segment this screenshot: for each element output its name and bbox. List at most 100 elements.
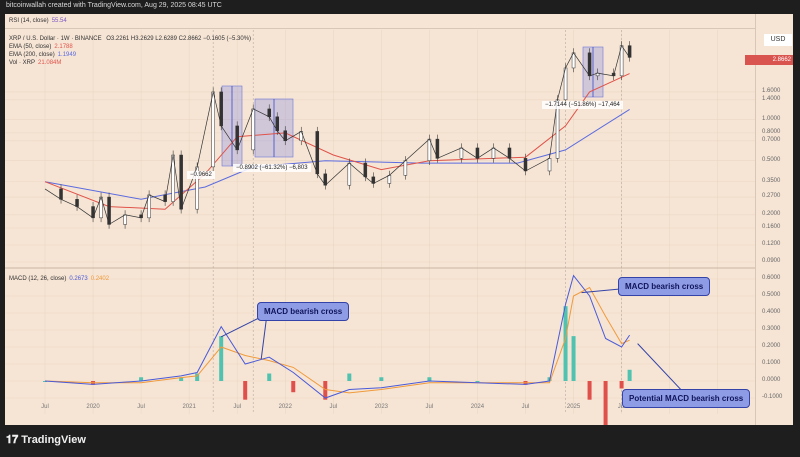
price-line xyxy=(44,44,630,225)
candle xyxy=(347,162,352,186)
x-tick-label: Jul xyxy=(137,404,145,410)
macd-histogram-bar xyxy=(587,381,592,400)
macd-tick-label: 0.3000 xyxy=(762,326,781,332)
macd-histogram-bar xyxy=(267,373,272,381)
ema50-legend: EMA (50, close) 2.1788 xyxy=(9,44,73,50)
ohlc-values: O3.2261 H3.2629 L2.6289 C2.8662 −0.1605 … xyxy=(106,36,252,42)
price-tick-label: 1.6000 xyxy=(762,87,781,94)
x-tick-label: Jul xyxy=(41,404,49,410)
x-tick-label: Jul xyxy=(521,404,530,410)
measure-label-1: −0.9662 xyxy=(187,171,215,179)
candle xyxy=(523,158,528,172)
macd-histogram-bar xyxy=(243,381,248,400)
price-tick-label: 0.2700 xyxy=(762,193,781,200)
x-tick-label: Jul xyxy=(233,404,242,410)
x-tick-label: 2024 xyxy=(470,404,485,410)
macd-tick-label: 0.5000 xyxy=(762,292,781,298)
macd-histogram-bar xyxy=(139,377,144,381)
macd-histogram-bar xyxy=(563,306,568,381)
chart-credit: bitcoinwallah created with TradingView.c… xyxy=(6,2,222,9)
price-tick-label: 0.3500 xyxy=(762,177,781,184)
x-tick-label: 2020 xyxy=(86,404,100,410)
callout-pointer xyxy=(637,343,686,395)
currency-button[interactable]: USD xyxy=(764,34,792,46)
ema200-label: EMA (200, close) xyxy=(9,52,55,58)
macd-histogram-bar xyxy=(179,377,184,381)
ema50-value: 2.1788 xyxy=(54,44,73,50)
candle xyxy=(475,147,480,159)
measure-label-2: −0.8902 (−61.32%) −6,803 xyxy=(233,164,311,172)
macd-tick-label: 0.4000 xyxy=(762,309,781,315)
x-tick-label: Jul xyxy=(329,404,338,410)
price-tick-label: 0.2000 xyxy=(762,210,781,217)
candle xyxy=(123,214,127,225)
macd-tick-label: -0.1000 xyxy=(762,394,783,400)
macd-histogram-bar xyxy=(219,336,224,381)
candle xyxy=(59,188,63,200)
candle xyxy=(251,108,255,151)
callout-pointer xyxy=(581,288,621,294)
candle xyxy=(587,52,592,77)
price-tick-label: 0.0900 xyxy=(762,258,781,264)
candle xyxy=(267,108,271,118)
chart-canvas[interactable] xyxy=(5,14,793,425)
macd-tick-label: 0.1000 xyxy=(762,360,781,366)
chart-panel[interactable]: RSI (14, close) 55.54 XRP / U.S. Dollar ·… xyxy=(5,14,793,425)
price-axis[interactable] xyxy=(755,14,794,425)
macd-line xyxy=(44,274,631,399)
candle xyxy=(299,131,304,142)
price-tick-label: 1.4000 xyxy=(762,95,781,102)
symbol-legend: XRP / U.S. Dollar · 1W · BINANCE O3.2261… xyxy=(9,36,251,42)
macd-histogram-bar xyxy=(291,381,296,393)
x-tick-label: Jul xyxy=(425,404,434,410)
macd-legend: MACD (12, 26, close) 0.2673 0.2402 xyxy=(9,276,109,282)
price-tick-label: 0.8000 xyxy=(762,128,781,135)
brand-name: TradingView xyxy=(21,434,86,446)
macd-histogram-bar xyxy=(347,373,352,381)
macd-tick-label: 0.2000 xyxy=(762,343,781,349)
measure-label-3: −1.7144 (−51.86%) −17,464 xyxy=(542,101,623,109)
candle xyxy=(491,147,496,159)
x-tick-label: Jul xyxy=(617,404,626,410)
volume-legend: Vol · XRP 21.084M xyxy=(9,60,61,66)
signal-line xyxy=(44,286,630,394)
rsi-value: 55.54 xyxy=(51,18,67,24)
macd-histogram-bar xyxy=(427,377,432,381)
macd-bearish-cross-callout-1: MACD bearish cross xyxy=(257,302,350,321)
ema200-legend: EMA (200, close) 1.1949 xyxy=(9,52,76,58)
candle xyxy=(403,160,408,176)
potential-macd-bearish-cross-callout: Potential MACD bearish cross xyxy=(622,389,751,408)
price-tick-label: 0.5000 xyxy=(762,156,781,163)
price-tick-label: 1.0000 xyxy=(762,115,781,122)
volume-label: Vol · XRP xyxy=(9,60,36,66)
x-tick-label: 2021 xyxy=(182,404,196,410)
macd-value: 0.2673 xyxy=(69,276,88,282)
price-tick-label: 0.1200 xyxy=(762,240,781,247)
ema50-line xyxy=(44,73,630,210)
last-price-tag: 2.8662 xyxy=(745,55,793,65)
x-tick-label: 2025 xyxy=(566,404,581,410)
symbol-label: XRP / U.S. Dollar · 1W · BINANCE xyxy=(9,36,102,42)
macd-histogram-bar xyxy=(379,377,384,381)
candle xyxy=(75,199,79,207)
x-tick-label: 2022 xyxy=(278,404,292,410)
volume-value: 21.084M xyxy=(38,60,62,66)
pane-divider[interactable] xyxy=(5,28,755,29)
macd-label: MACD (12, 26, close) xyxy=(9,276,67,282)
tradingview-logo: 𝟏𝟕 TradingView xyxy=(6,434,86,447)
macd-histogram-bar xyxy=(603,381,608,425)
callout-pointer xyxy=(260,313,268,359)
price-tick-label: 0.1600 xyxy=(762,223,781,230)
signal-value: 0.2402 xyxy=(90,276,110,282)
price-tick-label: 0.7000 xyxy=(762,136,781,143)
ema50-label: EMA (50, close) xyxy=(9,44,52,50)
x-tick-label: 2023 xyxy=(374,404,389,410)
macd-histogram-bar xyxy=(475,381,480,382)
candle xyxy=(91,206,95,219)
ema200-line xyxy=(44,108,630,200)
macd-histogram-bar xyxy=(627,369,632,381)
candle xyxy=(387,175,392,184)
rsi-legend: RSI (14, close) 55.54 xyxy=(9,18,67,24)
ema200-value: 1.1949 xyxy=(57,52,77,58)
candle xyxy=(315,131,320,175)
